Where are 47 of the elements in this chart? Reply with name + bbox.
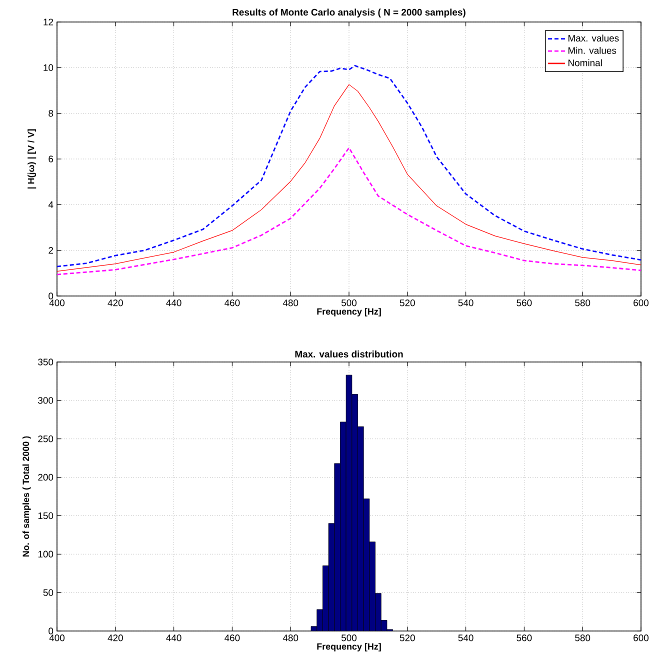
chart-title: Results of Monte Carlo analysis ( N = 2000 samples) xyxy=(232,8,466,18)
x-tick-label: 560 xyxy=(516,300,532,306)
y-tick-label: 100 xyxy=(38,550,54,558)
x-tick-label: 440 xyxy=(166,634,182,642)
x-tick-label: 500 xyxy=(341,300,357,306)
x-axis-title: Frequency [Hz] xyxy=(317,643,381,652)
y-tick-label: 2 xyxy=(48,247,54,254)
legend-label: Nominal xyxy=(568,59,602,66)
y-axis-title: | H(jω) | [V / V] xyxy=(28,129,36,189)
x-tick-label: 600 xyxy=(634,634,649,642)
x-tick-label: 400 xyxy=(49,634,65,642)
y-tick-label: 150 xyxy=(38,512,54,520)
x-tick-label: 520 xyxy=(400,634,415,642)
x-tick-label: 540 xyxy=(458,300,474,306)
legend-label: Min. values xyxy=(568,46,616,54)
x-tick-label: 440 xyxy=(166,300,182,306)
y-tick-label: 4 xyxy=(48,201,54,208)
x-tick-label: 460 xyxy=(224,300,240,306)
y-tick-label: 0 xyxy=(48,628,54,634)
x-tick-label: 420 xyxy=(108,300,123,306)
x-tick-label: 460 xyxy=(224,634,240,642)
x-axis-title: Frequency [Hz] xyxy=(317,308,381,316)
x-tick-label: 500 xyxy=(341,634,357,642)
y-tick-label: 10 xyxy=(44,64,54,72)
y-tick-label: 250 xyxy=(38,436,54,442)
x-tick-label: 400 xyxy=(49,300,65,306)
legend-label: Max. values xyxy=(568,34,619,42)
x-tick-label: 520 xyxy=(400,300,415,306)
line-series xyxy=(57,147,642,276)
y-tick-label: 6 xyxy=(48,156,54,162)
y-tick-label: 0 xyxy=(48,292,54,300)
y-tick-label: 200 xyxy=(38,474,54,481)
x-tick-label: 480 xyxy=(282,300,298,306)
y-tick-label: 8 xyxy=(48,110,54,117)
x-tick-label: 560 xyxy=(516,634,532,642)
y-tick-label: 50 xyxy=(43,589,54,596)
y-tick-label: 12 xyxy=(44,18,54,26)
x-tick-label: 580 xyxy=(575,300,590,306)
y-tick-label: 300 xyxy=(38,397,54,404)
chart-title: Max. values distribution xyxy=(295,350,403,358)
x-tick-label: 580 xyxy=(575,634,590,642)
x-tick-label: 420 xyxy=(108,634,123,642)
y-tick-label: 350 xyxy=(38,358,54,366)
x-tick-label: 480 xyxy=(282,634,298,642)
x-tick-label: 600 xyxy=(634,300,649,306)
y-axis-title: No. of samples ( Total 2000 ) xyxy=(22,436,31,557)
x-tick-label: 540 xyxy=(458,634,474,642)
